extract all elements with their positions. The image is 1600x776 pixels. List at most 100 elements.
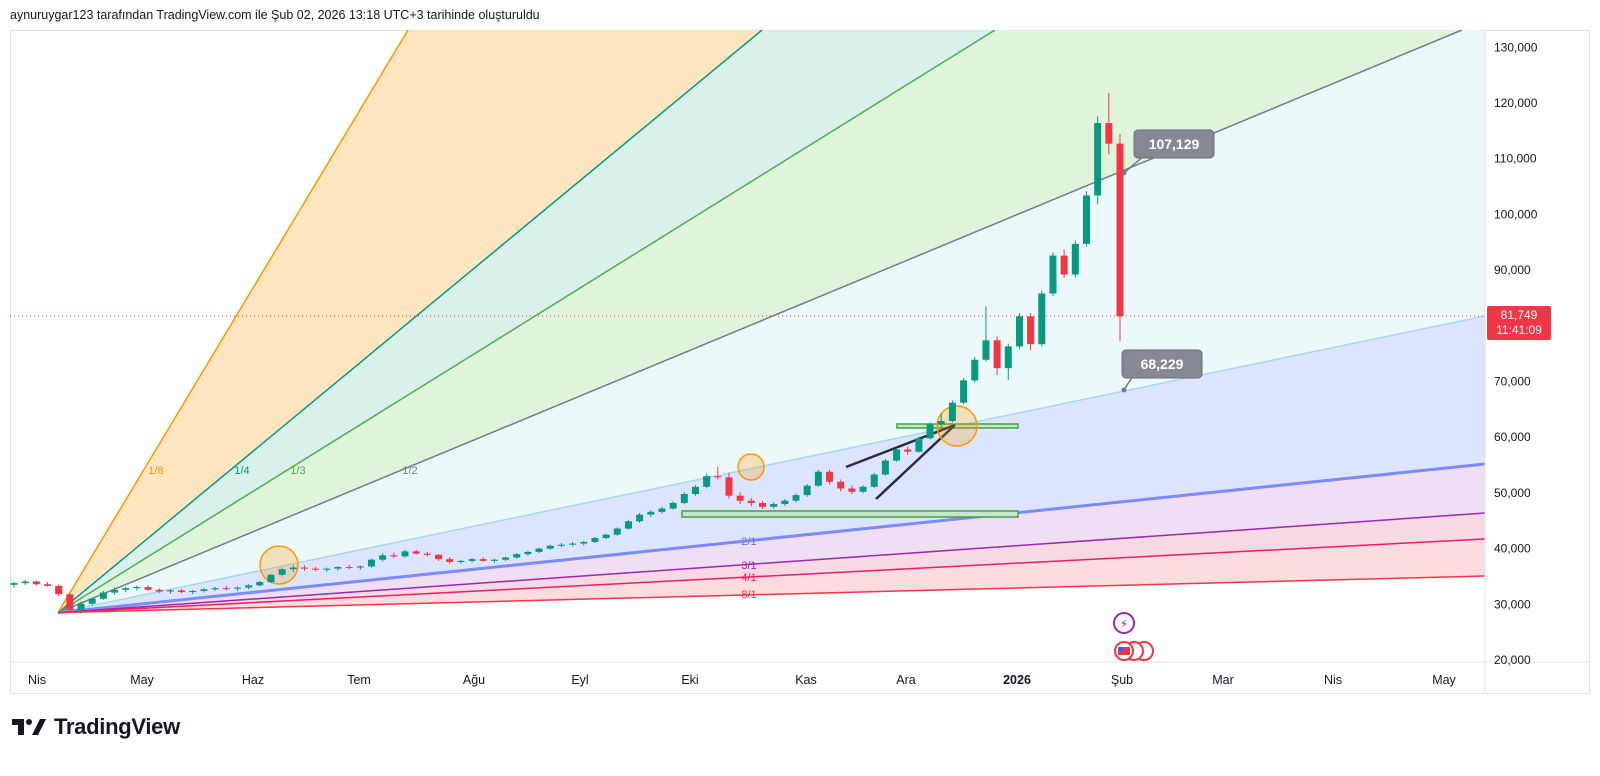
time-tick-label: Eki	[681, 673, 698, 687]
highlight-circle	[737, 453, 765, 481]
candle	[1027, 316, 1035, 345]
price-tick-label: 60,000	[1494, 430, 1531, 444]
us-flag-icon	[1118, 647, 1130, 655]
time-tick-label: Nis	[1324, 673, 1342, 687]
candle	[122, 588, 130, 590]
price-tick-label: 120,000	[1494, 96, 1538, 110]
candle	[669, 502, 677, 509]
candle	[323, 568, 331, 570]
gann-fan-line	[57, 30, 409, 614]
candle	[714, 476, 722, 478]
candle	[144, 587, 152, 590]
candle	[111, 589, 119, 593]
time-tick-label: Eyl	[571, 673, 588, 687]
candle	[747, 500, 755, 503]
candle	[166, 590, 174, 592]
candle	[55, 585, 63, 595]
callout-anchor	[1121, 387, 1127, 393]
highlight-circle	[936, 405, 978, 447]
candle	[412, 551, 420, 554]
time-tick-label: Şub	[1111, 673, 1133, 687]
gann-fan-label: 1/3	[290, 465, 305, 477]
price-tick-label: 70,000	[1494, 375, 1531, 389]
candle	[1094, 123, 1102, 196]
candle	[178, 590, 186, 593]
candle	[546, 545, 554, 549]
candle	[803, 485, 811, 496]
price-tick-label: 100,000	[1494, 207, 1538, 221]
candlestick-series	[10, 92, 1124, 614]
candle	[88, 598, 96, 604]
candle	[624, 521, 632, 529]
tradingview-brand: TradingView	[54, 714, 180, 739]
gann-fan-line	[57, 30, 763, 614]
candle	[781, 500, 789, 505]
chart-attribution: aynuruygar123 tarafından TradingView.com…	[10, 8, 540, 22]
candle	[613, 528, 621, 535]
price-tick-label: 90,000	[1494, 263, 1531, 277]
price-callouts: 107,129 68,229	[1121, 129, 1215, 393]
candle	[312, 568, 320, 570]
user-drawings	[10, 315, 1485, 585]
candle	[580, 541, 588, 544]
callout-text: 107,129	[1149, 136, 1200, 152]
gann-fan-line	[57, 462, 1485, 615]
candle	[32, 581, 40, 585]
candle	[435, 554, 443, 560]
event-icons[interactable]: ⚡	[1113, 612, 1154, 661]
candle	[379, 555, 387, 560]
price-chart[interactable]: 1/8 1/4 1/3 1/2 2/1 3/14/1 8/1 107,129 68,229 1…	[0, 0, 1600, 700]
gann-fan-line	[57, 30, 996, 614]
candle	[960, 380, 968, 403]
candle	[602, 534, 610, 539]
gann-fan-lines	[57, 30, 1485, 615]
price-label: 81,749 11:41:09	[1487, 306, 1551, 340]
lightning-icon	[1113, 612, 1135, 634]
candle	[390, 555, 398, 557]
candle	[133, 587, 141, 589]
candle	[267, 574, 275, 583]
candle	[1004, 346, 1012, 369]
candle	[893, 449, 901, 461]
candle	[937, 421, 945, 425]
candle	[1082, 195, 1090, 244]
gann-fan-label: 1/2	[402, 465, 417, 477]
candle	[759, 502, 767, 507]
time-axis[interactable]: Nis May Haz Tem Ağu Eyl Eki Kas Ara 2026 Şub Mar Nis…	[28, 673, 1457, 687]
candle	[814, 471, 822, 486]
candle	[1049, 255, 1057, 294]
tradingview-logo[interactable]: TradingView	[12, 714, 180, 740]
candle	[557, 544, 565, 546]
candle	[189, 590, 197, 593]
candle	[513, 554, 521, 558]
candle	[703, 476, 711, 487]
candle	[356, 566, 364, 568]
candle	[535, 548, 543, 552]
candle	[367, 559, 375, 567]
candle	[66, 594, 74, 610]
time-tick-label: Kas	[795, 673, 817, 687]
candle	[21, 581, 29, 584]
time-tick-label: Ağu	[463, 673, 485, 687]
time-tick-label: May	[1432, 673, 1456, 687]
candle	[479, 559, 487, 561]
gann-fan-label: 1/4	[234, 465, 249, 477]
candle	[1105, 123, 1113, 144]
callout-text: 68,229	[1141, 356, 1184, 372]
candle	[524, 551, 532, 555]
candle	[837, 481, 845, 489]
gann-fan-line	[57, 575, 1485, 614]
candle	[155, 589, 163, 592]
candle	[691, 486, 699, 495]
candle	[334, 566, 342, 569]
time-tick-label: 2026	[1003, 673, 1031, 687]
candle	[468, 559, 476, 561]
candle	[591, 538, 599, 542]
candle	[658, 508, 666, 512]
price-axis[interactable]: 130,000120,000110,000100,00090,00080,000…	[1494, 40, 1538, 667]
time-tick-label: Nis	[28, 673, 46, 687]
gann-fan-label: 2/1	[741, 536, 756, 548]
candle	[423, 553, 431, 555]
time-tick-label: May	[130, 673, 154, 687]
time-tick-label: Tem	[347, 673, 371, 687]
